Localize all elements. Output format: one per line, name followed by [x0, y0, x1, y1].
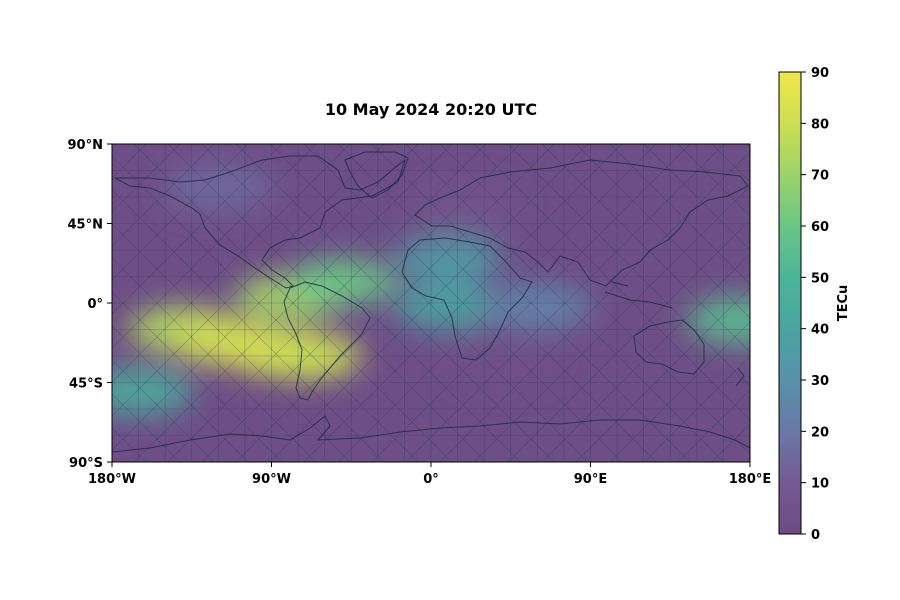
mesh-diagonal [882, 144, 900, 462]
mesh-diagonal [882, 144, 900, 462]
y-tick-label: 90°N [68, 138, 103, 153]
mesh-diagonal [848, 144, 900, 462]
colorbar-gradient [779, 72, 801, 534]
y-axis-ticks: 90°N 45°N 0° 45°S 90°S [68, 138, 112, 471]
mesh-diagonal [814, 144, 900, 462]
tec-region-12 [411, 182, 521, 230]
tec-region-11 [447, 341, 557, 389]
x-tick-label: 90°W [252, 472, 291, 487]
x-tick-label: 180°W [88, 472, 136, 487]
map-area [0, 144, 900, 462]
colorbar-tick-label: 60 [811, 220, 829, 235]
colorbar-tick-label: 50 [811, 271, 829, 286]
colorbar-tick-label: 70 [811, 169, 829, 184]
colorbar-ticks: 0 10 20 30 40 50 60 70 80 90 [801, 66, 829, 543]
colorbar-tick-label: 10 [811, 477, 829, 492]
colorbar: 0 10 20 30 40 50 60 70 80 90 TECu [779, 66, 851, 543]
x-tick-label: 90°E [574, 472, 607, 487]
colorbar-tick-label: 90 [811, 66, 829, 81]
y-tick-label: 90°S [69, 456, 103, 471]
x-tick-label: 0° [423, 472, 439, 487]
mesh-diagonal [746, 144, 900, 462]
mesh-diagonal [746, 144, 900, 462]
colorbar-tick-label: 20 [811, 425, 829, 440]
y-tick-label: 0° [87, 297, 103, 312]
colorbar-tick-label: 30 [811, 374, 829, 389]
tec-region-5 [287, 258, 397, 306]
x-tick-label: 180°E [729, 472, 772, 487]
y-tick-label: 45°N [68, 218, 103, 233]
colorbar-tick-label: 80 [811, 117, 829, 132]
mesh-diagonal [814, 144, 900, 462]
colorbar-label: TECu [836, 285, 851, 322]
mesh-diagonal [848, 144, 900, 462]
colorbar-tick-label: 0 [811, 528, 820, 543]
y-tick-label: 45°S [69, 377, 103, 392]
x-axis-ticks: 180°W 90°W 0° 90°E 180°E [88, 462, 771, 487]
colorbar-tick-label: 40 [811, 323, 829, 338]
